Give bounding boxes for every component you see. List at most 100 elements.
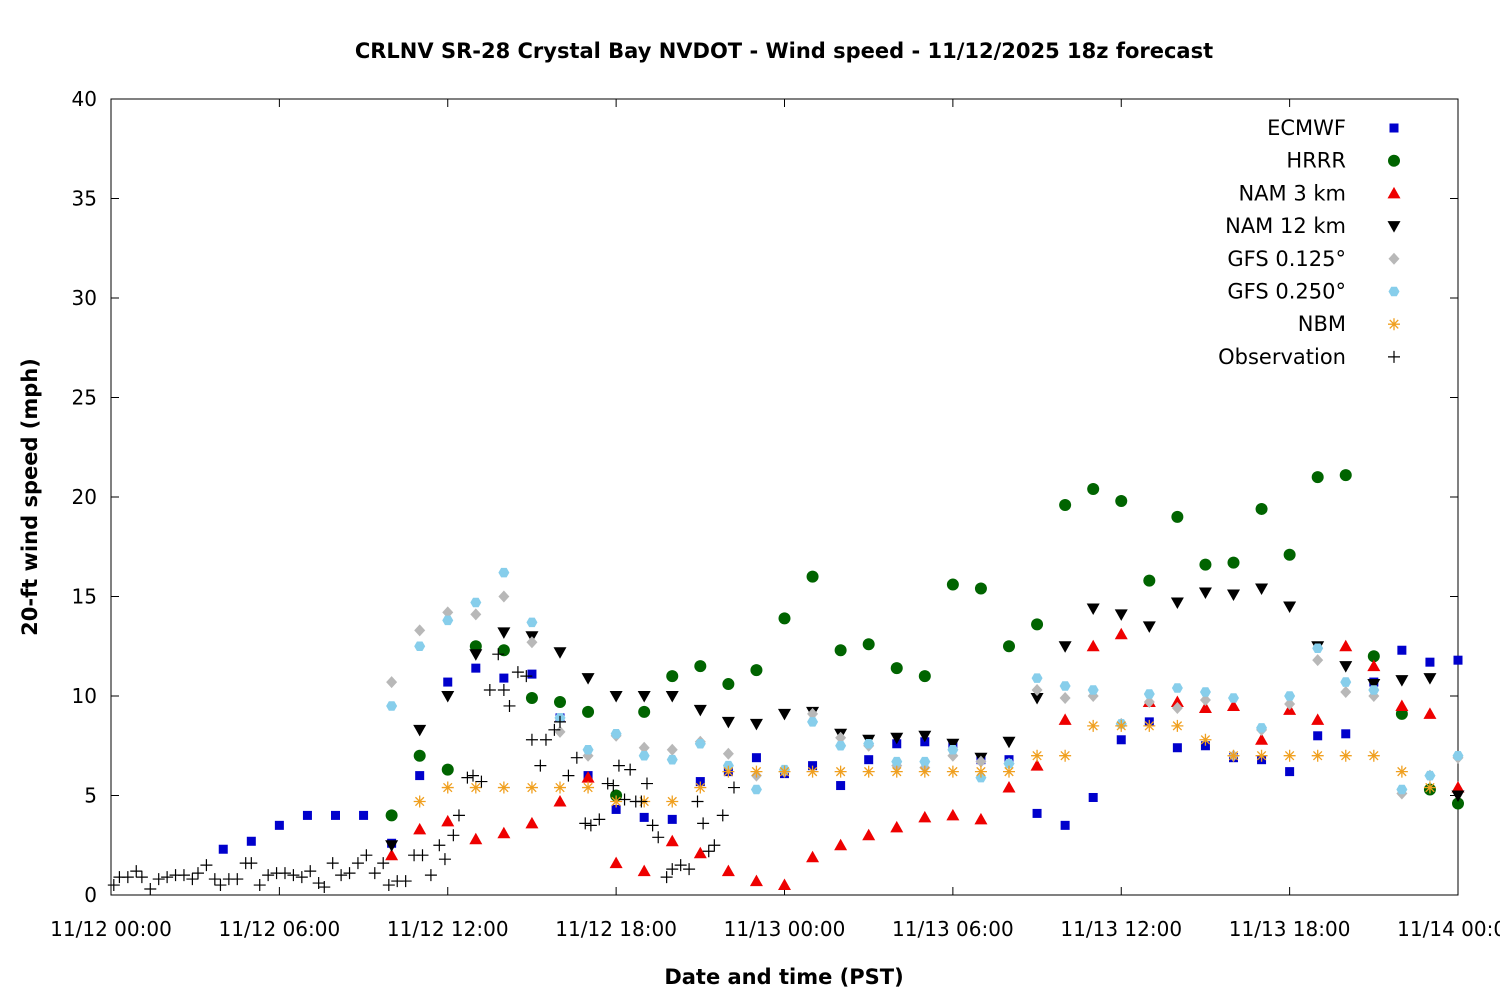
legend-item-nbm: NBM: [1298, 312, 1400, 336]
nam-3-km-point: [1198, 701, 1212, 713]
gfs-0-250-point: [666, 754, 678, 765]
observation-point: [318, 881, 331, 894]
nam-3-km-point: [665, 834, 679, 847]
observation-point: [483, 684, 496, 697]
legend-label: Observation: [1218, 345, 1346, 369]
nam-12-km-point: [581, 673, 595, 685]
observation-point: [343, 867, 356, 880]
ecmwf-point: [836, 781, 846, 791]
nam-3-km-point: [890, 820, 904, 833]
nam-3-km-point: [1170, 695, 1184, 707]
nbm-point: [469, 781, 482, 794]
observation-point: [377, 857, 390, 870]
observation-point: [161, 871, 174, 884]
x-tick-label: 11/14 00:00: [1397, 917, 1500, 941]
hrrr-point: [862, 638, 875, 651]
x-tick-label: 11/12 18:00: [555, 917, 677, 941]
observation-point: [467, 769, 480, 782]
ecmwf-point: [471, 663, 481, 673]
nam-12-km-point: [890, 732, 904, 745]
y-tick-label: 10: [72, 684, 97, 708]
gfs-0-250-point: [694, 739, 706, 749]
y-tick-label: 40: [72, 87, 97, 111]
observation-point: [697, 817, 710, 830]
observation-point: [335, 869, 348, 882]
observation-point: [683, 863, 696, 876]
nbm-point: [1003, 765, 1015, 778]
gfs-0-250-point: [1059, 681, 1071, 691]
nam-12-km-point: [918, 730, 932, 743]
gfs-0-250-point: [750, 784, 762, 795]
hrrr-point: [497, 644, 510, 657]
legend-label: NAM 12 km: [1225, 214, 1346, 238]
nbm-point: [1339, 749, 1352, 762]
hrrr-point: [1003, 640, 1015, 653]
observation-point: [674, 859, 687, 872]
chart-title: CRLNV SR-28 Crystal Bay NVDOT - Wind spe…: [355, 39, 1213, 63]
observation-point: [262, 869, 275, 882]
gfs-0-250-point: [470, 597, 482, 608]
nam-3-km-point: [918, 810, 932, 823]
nbm-point: [1311, 749, 1324, 762]
gfs-0-250-point: [638, 750, 650, 761]
nbm-point: [441, 781, 454, 794]
gfs-0-250-point: [386, 701, 398, 711]
ecmwf-point: [667, 814, 677, 824]
nam-3-km-point: [974, 812, 988, 825]
gfs-0-250-point: [610, 729, 622, 739]
nam-12-km-point: [385, 840, 399, 852]
nam-12-km-point: [665, 691, 679, 703]
legend-marker: [1387, 221, 1401, 233]
observation-point: [152, 873, 165, 886]
observation-point: [666, 863, 679, 876]
observation-point: [660, 871, 673, 884]
nam-3-km-point: [1255, 733, 1269, 745]
observation-point: [492, 648, 505, 661]
hrrr-point: [1199, 558, 1212, 571]
nbm-point: [946, 765, 959, 778]
nbm-point: [1423, 781, 1436, 794]
observation-point: [716, 809, 729, 822]
nam-3-km-point: [1114, 627, 1128, 640]
gfs-0-125-point: [807, 707, 819, 720]
observation-point: [554, 715, 566, 728]
observation-point: [612, 759, 625, 772]
gfs-0-125-point: [554, 725, 566, 738]
observation-point: [144, 883, 157, 896]
y-tick-label: 15: [72, 585, 97, 609]
legend-item-nam-3-km: NAM 3 km: [1238, 181, 1401, 205]
gfs-0-125-point: [1031, 684, 1043, 697]
observation-point: [497, 684, 510, 697]
observation-point: [231, 873, 244, 886]
nbm-point: [1199, 733, 1212, 746]
legend-marker: [1389, 123, 1399, 133]
legend-marker: [1388, 252, 1400, 265]
observation-point: [278, 867, 291, 880]
legend-label: GFS 0.250°: [1227, 280, 1346, 304]
ecmwf-point: [302, 810, 312, 820]
nam-3-km-point: [1339, 639, 1353, 652]
ecmwf-point: [1172, 743, 1182, 753]
hrrr-point: [385, 809, 398, 822]
y-tick-label: 20: [72, 485, 97, 509]
gfs-0-250-point: [1171, 683, 1183, 693]
nam-3-km-point: [1367, 659, 1381, 672]
nam-12-km-point: [1227, 589, 1240, 602]
gfs-0-125-point: [722, 747, 734, 760]
gfs-0-125-point: [835, 731, 847, 744]
hrrr-point: [974, 582, 987, 595]
hrrr-point: [1031, 618, 1044, 631]
nam-12-km-point: [778, 708, 791, 721]
nam-3-km-point: [1058, 713, 1072, 725]
series-nbm: [413, 719, 1436, 808]
nam-3-km-point: [721, 864, 735, 877]
nam-3-km-point: [778, 878, 791, 891]
gfs-0-250-point: [807, 717, 819, 727]
nbm-point: [1059, 749, 1072, 762]
gfs-0-250-point: [1452, 750, 1464, 761]
nam-12-km-point: [1086, 603, 1100, 615]
nbm-point: [525, 781, 538, 794]
nam-12-km-point: [1142, 621, 1156, 633]
nam-3-km-point: [609, 856, 623, 869]
nam-3-km-point: [693, 846, 707, 859]
